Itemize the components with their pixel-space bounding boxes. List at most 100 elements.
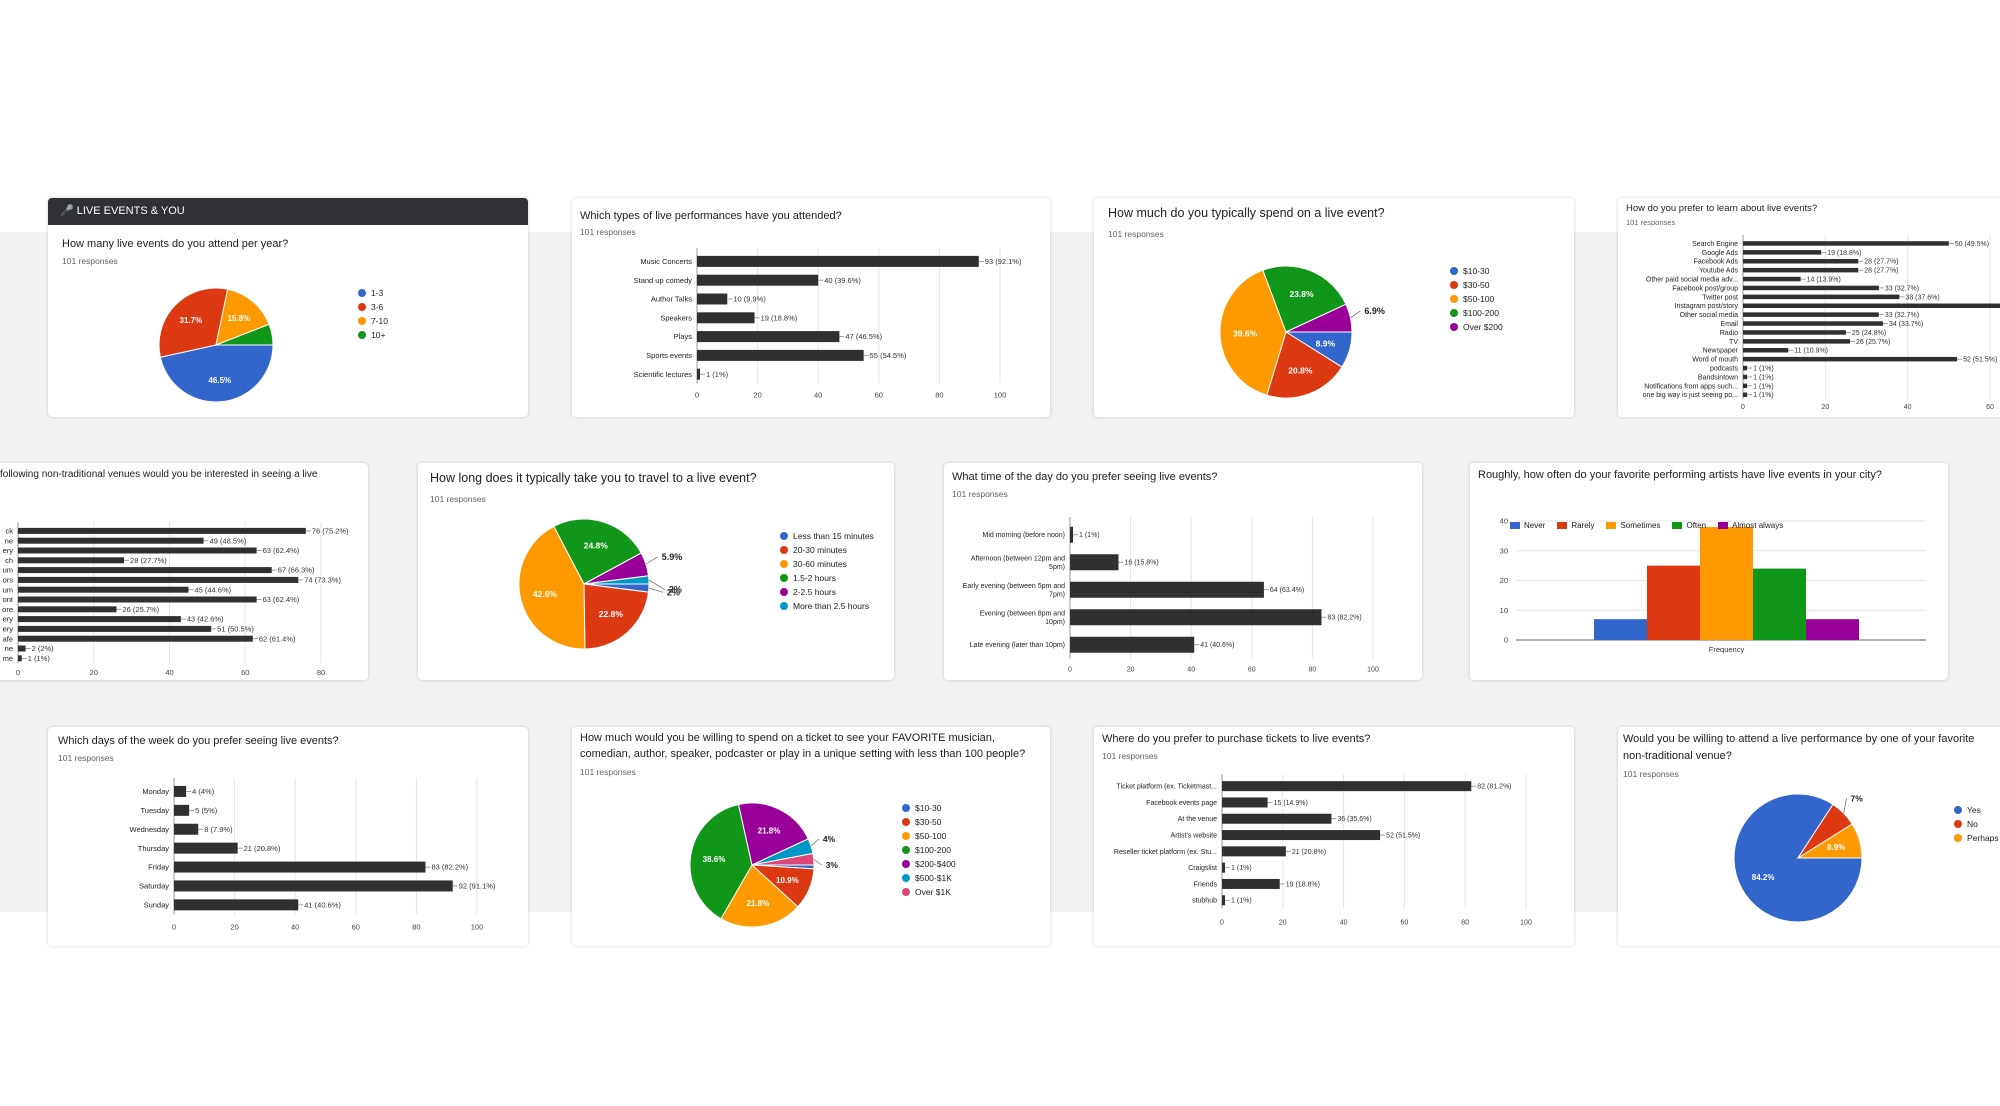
legend-item: Yes xyxy=(1954,803,1999,817)
legend-label: Yes xyxy=(1967,805,1981,815)
tick-label: 60 xyxy=(1986,404,1994,411)
category-label: Evening (between 8pm and xyxy=(980,610,1065,617)
category-label: ore xyxy=(2,605,13,614)
legend-swatch xyxy=(358,317,366,325)
legend-item: 7-10 xyxy=(358,314,388,328)
bar xyxy=(1743,392,1748,397)
value-label: 43 (42.6%) xyxy=(187,615,224,624)
chart-svg: 84.2% 7% 8.9% xyxy=(1733,793,1863,923)
legend-swatch xyxy=(780,602,788,610)
slice-label-outside: 2% xyxy=(667,587,680,597)
legend-label: More than 2.5 hours xyxy=(793,601,870,611)
legend-label: $500-$1K xyxy=(915,873,952,883)
tick-label: 20 xyxy=(1127,667,1135,674)
category-label: Tuesday xyxy=(141,806,170,815)
value-label: 41 (40.6%) xyxy=(304,900,341,909)
legend-label: $200-$400 xyxy=(915,859,956,869)
category-label: ors xyxy=(3,576,14,585)
pie-slice xyxy=(215,288,270,346)
category-label: Friends xyxy=(1194,881,1218,888)
value-label: 52 (51.5%) xyxy=(1386,833,1420,840)
slice-label-outside: 4% xyxy=(823,834,836,844)
category-label: Thursday xyxy=(138,844,170,853)
pie-slice xyxy=(1266,331,1343,399)
legend-label: 10+ xyxy=(371,330,386,340)
legend-label: $100-200 xyxy=(915,845,951,855)
bar xyxy=(174,823,199,835)
bar xyxy=(697,293,728,305)
category-label: podcasts xyxy=(1710,366,1739,373)
bar xyxy=(18,625,212,632)
tick-label: 20 xyxy=(90,668,98,677)
pie-slice xyxy=(159,344,274,403)
category-label: ery xyxy=(3,546,14,555)
tick-label: 40 xyxy=(814,391,822,400)
legend-item: Never xyxy=(1510,518,1545,532)
value-label: 63 (62.4%) xyxy=(263,595,300,604)
legend-swatch xyxy=(902,888,910,896)
legend-label: Sometimes xyxy=(1620,520,1661,530)
category-label: Other paid social media adv... xyxy=(1646,277,1738,284)
legend-label: Almost always xyxy=(1732,520,1784,530)
value-label: 34 (33.7%) xyxy=(1889,321,1923,328)
bar xyxy=(1806,619,1859,640)
legend-swatch xyxy=(1557,521,1568,529)
chart-svg: 10.9% 21.8% 38.6% 21.8% 4% 3% xyxy=(689,802,838,928)
legend-swatch xyxy=(1450,281,1458,289)
card-time-of-day: What time of the day do you prefer seein… xyxy=(944,463,1422,680)
value-label: 55 (54.5%) xyxy=(870,351,907,360)
value-label: 11 (10.9%) xyxy=(1794,348,1828,355)
value-label: 49 (48.5%) xyxy=(210,536,247,545)
category-label: TV xyxy=(1729,339,1738,346)
slice-label: 20.8% xyxy=(1288,365,1313,375)
bar xyxy=(1070,554,1119,571)
category-label: um xyxy=(3,585,13,594)
value-label: 82 (81.2%) xyxy=(1477,784,1511,791)
value-label: 14 (13.9%) xyxy=(1807,277,1841,284)
category-label: Speakers xyxy=(660,313,692,322)
card-favorite-ticket-spend: How much would you be willing to spend o… xyxy=(572,727,1050,946)
tick-label: 20 xyxy=(1279,919,1287,926)
tick-label: 60 xyxy=(352,922,360,931)
bar xyxy=(697,349,864,361)
bar xyxy=(1743,241,1949,246)
slice-leader xyxy=(648,579,666,590)
slice-label: 46.5% xyxy=(208,376,231,385)
legend-swatch xyxy=(1450,309,1458,317)
value-label: 5 (5%) xyxy=(195,806,218,815)
legend-label: Over $1K xyxy=(915,887,951,897)
category-label: 5pm) xyxy=(1049,564,1065,571)
legend-item: 3-6 xyxy=(358,300,388,314)
value-label: 19 (18.8%) xyxy=(1286,881,1320,888)
pie-slice xyxy=(518,525,586,650)
category-label: At the venue xyxy=(1178,816,1217,823)
card-events-per-year: 🎤 LIVE EVENTS & YOU How many live events… xyxy=(48,198,528,417)
category-label: Instagram post/story xyxy=(1675,303,1739,310)
category-label: one big way is just seeing po... xyxy=(1643,392,1738,399)
bar xyxy=(18,547,257,554)
tick-label: 20 xyxy=(753,391,761,400)
tick-label: 80 xyxy=(1309,667,1317,674)
legend-label: 2-2.5 hours xyxy=(793,587,836,597)
question-title: What time of the day do you prefer seein… xyxy=(952,471,1218,483)
chart-svg: 0 20 40 60 80 100 Ticket platform (ex. Ticketm… xyxy=(1114,774,1532,926)
legend-item: $30-50 xyxy=(902,815,956,829)
legend-label: $50-100 xyxy=(915,831,947,841)
bar xyxy=(18,616,181,623)
legend-swatch xyxy=(1606,521,1617,529)
category-label: Music Concerts xyxy=(640,257,692,266)
bar xyxy=(1070,609,1322,626)
legend-swatch xyxy=(902,804,910,812)
tick-label: 0 xyxy=(172,922,176,931)
tick-label: 60 xyxy=(1401,919,1409,926)
category-label: Twitter post xyxy=(1702,294,1738,301)
tick-label: 80 xyxy=(935,391,943,400)
slice-label: 21.8% xyxy=(747,899,770,908)
category-label: 10pm) xyxy=(1045,619,1065,626)
tick-label: 80 xyxy=(412,922,420,931)
value-label: 1 (1%) xyxy=(1753,374,1774,381)
value-label: 45 (44.6%) xyxy=(194,585,231,594)
slice-leader xyxy=(1843,798,1847,814)
category-label: Stand up comedy xyxy=(634,276,693,285)
legend-label: $30-50 xyxy=(915,817,942,827)
